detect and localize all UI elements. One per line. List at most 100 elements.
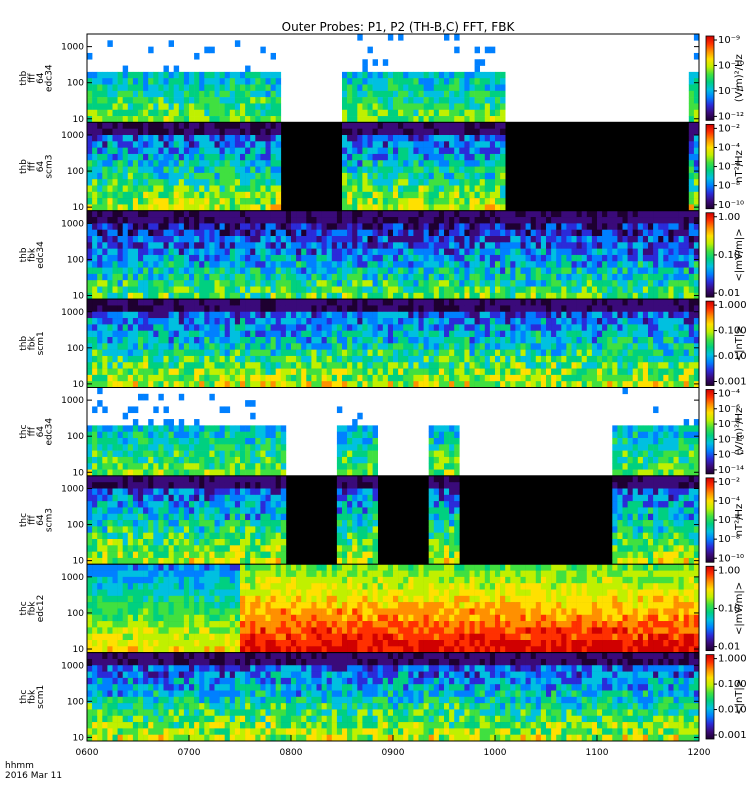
colorbar-tick-label: 1.00	[718, 212, 740, 223]
y-tick-label: 10	[73, 203, 85, 213]
colorbar-gradient	[705, 35, 715, 121]
panel-label-line: thc	[19, 425, 29, 439]
panel-label-line: fbk	[28, 601, 38, 616]
panel-label-line: thc	[19, 513, 29, 527]
colorbar-tick-label: 0.010	[718, 351, 747, 362]
x-tick-label: 0700	[178, 748, 201, 758]
panel-label-line: edc12	[36, 595, 46, 623]
panel-label-line: thb	[19, 70, 29, 85]
y-axis: 1000 100 10	[61, 661, 699, 743]
y-tick-label: 10	[73, 380, 85, 390]
y-tick-label: 10	[73, 468, 85, 478]
panel-label-line: fff	[28, 426, 38, 436]
colorbar: 10⁻² 10⁻⁴ 10⁻⁶ 10⁻⁸ 10⁻¹⁰ nT²/Hz	[705, 123, 745, 211]
colorbar-tick-label: 10⁻²	[718, 477, 740, 488]
colorbar-tick-label: 0.10	[718, 603, 740, 614]
x-tick-label: 1100	[586, 748, 609, 758]
x-tick-label: 0800	[280, 748, 303, 758]
colorbar-gradient	[705, 300, 715, 386]
heatmap-cells	[87, 564, 700, 653]
heatmap-cells	[87, 34, 700, 123]
panel-6: 100010010thcfff64scm310⁻²10⁻⁴10⁻⁶10⁻⁸10⁻…	[19, 475, 745, 567]
panel-label-line: fbk	[28, 247, 38, 262]
y-tick-label: 10	[73, 645, 85, 655]
colorbar-tick-label: 10⁻¹⁰	[718, 60, 744, 71]
colorbar-label: <|nT|>	[734, 325, 745, 361]
colorbar-tick-label: 10⁻²	[718, 123, 740, 134]
colorbar-tick-label: 10⁻¹¹	[718, 86, 744, 97]
y-tick-label: 1000	[61, 573, 84, 583]
colorbar: 10⁻⁴ 10⁻⁶ 10⁻⁸ 10⁻¹⁰ 10⁻¹² 10⁻¹⁴ (V/m)²/Hz	[705, 389, 745, 476]
y-tick-label: 100	[67, 609, 84, 619]
colorbar-tick-label: 10⁻⁸	[718, 181, 740, 192]
colorbar-tick-label: 10⁻⁹	[718, 35, 740, 46]
panel-label-line: 64	[36, 72, 46, 84]
colorbar-gradient	[705, 565, 715, 652]
colorbar: 1.00 0.10 0.01 <|mV/m|>	[705, 565, 745, 653]
colorbar-tick-label: 0.01	[718, 642, 740, 653]
panel-label-line: fbk	[28, 335, 38, 350]
y-tick-label: 100	[67, 167, 84, 177]
y-axis: 1000 100 10	[61, 396, 699, 478]
x-axis: 0600 0700 0800 0900 1000 1100 1200	[76, 735, 711, 758]
colorbar-label: nT²/Hz	[734, 150, 745, 183]
y-axis: 1000 100 10	[61, 485, 699, 567]
y-tick-label: 100	[67, 255, 84, 265]
colorbar-label: <|mV/m|>	[734, 228, 745, 281]
colorbar-tick-label: 0.100	[718, 679, 747, 690]
colorbar: 1.000 0.100 0.010 0.001 <|nT|>	[705, 300, 747, 388]
y-axis: 1000 100 10	[61, 43, 699, 125]
panel-label-line: fbk	[28, 689, 38, 704]
colorbar-tick-label: 0.010	[718, 705, 747, 716]
y-tick-label: 100	[67, 79, 84, 89]
colorbar-gradient	[705, 389, 715, 475]
colorbar-label: (V/m)²/Hz	[734, 408, 745, 456]
y-axis: 1000 100 10	[61, 131, 699, 213]
panels: 100010010thbfff64edc3410⁻⁹10⁻¹⁰10⁻¹¹10⁻¹…	[19, 33, 747, 743]
colorbar-tick-label: 1.000	[718, 300, 747, 311]
panel-label-line: edc34	[45, 418, 55, 446]
colorbar-gradient	[705, 123, 715, 210]
colorbar-tick-label: 0.100	[718, 326, 747, 337]
colorbar-label: <|mV/m|>	[734, 582, 745, 635]
panel-label-line: 64	[36, 426, 46, 438]
y-tick-label: 100	[67, 697, 84, 707]
heatmap-cells	[87, 122, 700, 212]
y-tick-label: 1000	[61, 308, 84, 318]
heatmap-cells	[87, 210, 700, 300]
panel-label-line: thc	[19, 690, 29, 704]
colorbar-tick-label: 10⁻¹²	[718, 450, 744, 461]
y-tick-label: 1000	[61, 396, 84, 406]
colorbar-tick-label: 10⁻¹⁰	[718, 200, 744, 211]
y-tick-label: 10	[73, 292, 85, 302]
panel-label-line: fff	[28, 73, 38, 83]
colorbar-tick-label: 10⁻⁸	[718, 534, 740, 545]
panel-label-line: thb	[19, 247, 29, 262]
colorbar-tick-label: 10⁻⁶	[718, 404, 740, 415]
colorbar-gradient	[705, 212, 715, 298]
colorbar-tick-label: 10⁻⁶	[718, 162, 740, 173]
colorbar: 1.00 0.10 0.01 <|mV/m|>	[705, 212, 745, 299]
colorbar-tick-label: 0.001	[718, 377, 747, 388]
panel-label-line: scm1	[36, 685, 46, 709]
colorbar-tick-label: 1.000	[718, 654, 747, 665]
heatmap-cells	[87, 475, 700, 565]
colorbar: 1.000 0.100 0.010 0.001 <|nT|>	[705, 654, 747, 741]
heatmap-cells	[87, 387, 700, 477]
colorbar-tick-label: 10⁻⁴	[718, 389, 740, 400]
panel-label-line: fff	[28, 515, 38, 525]
heatmap-cells	[87, 652, 700, 742]
x-tick-label: 0900	[382, 748, 405, 758]
panel-2: 100010010thbfff64scm310⁻²10⁻⁴10⁻⁶10⁻⁸10⁻…	[19, 121, 745, 213]
colorbar-tick-label: 10⁻¹⁰	[718, 553, 744, 564]
panel-label-line: edc34	[45, 64, 55, 92]
y-tick-label: 1000	[61, 485, 84, 495]
